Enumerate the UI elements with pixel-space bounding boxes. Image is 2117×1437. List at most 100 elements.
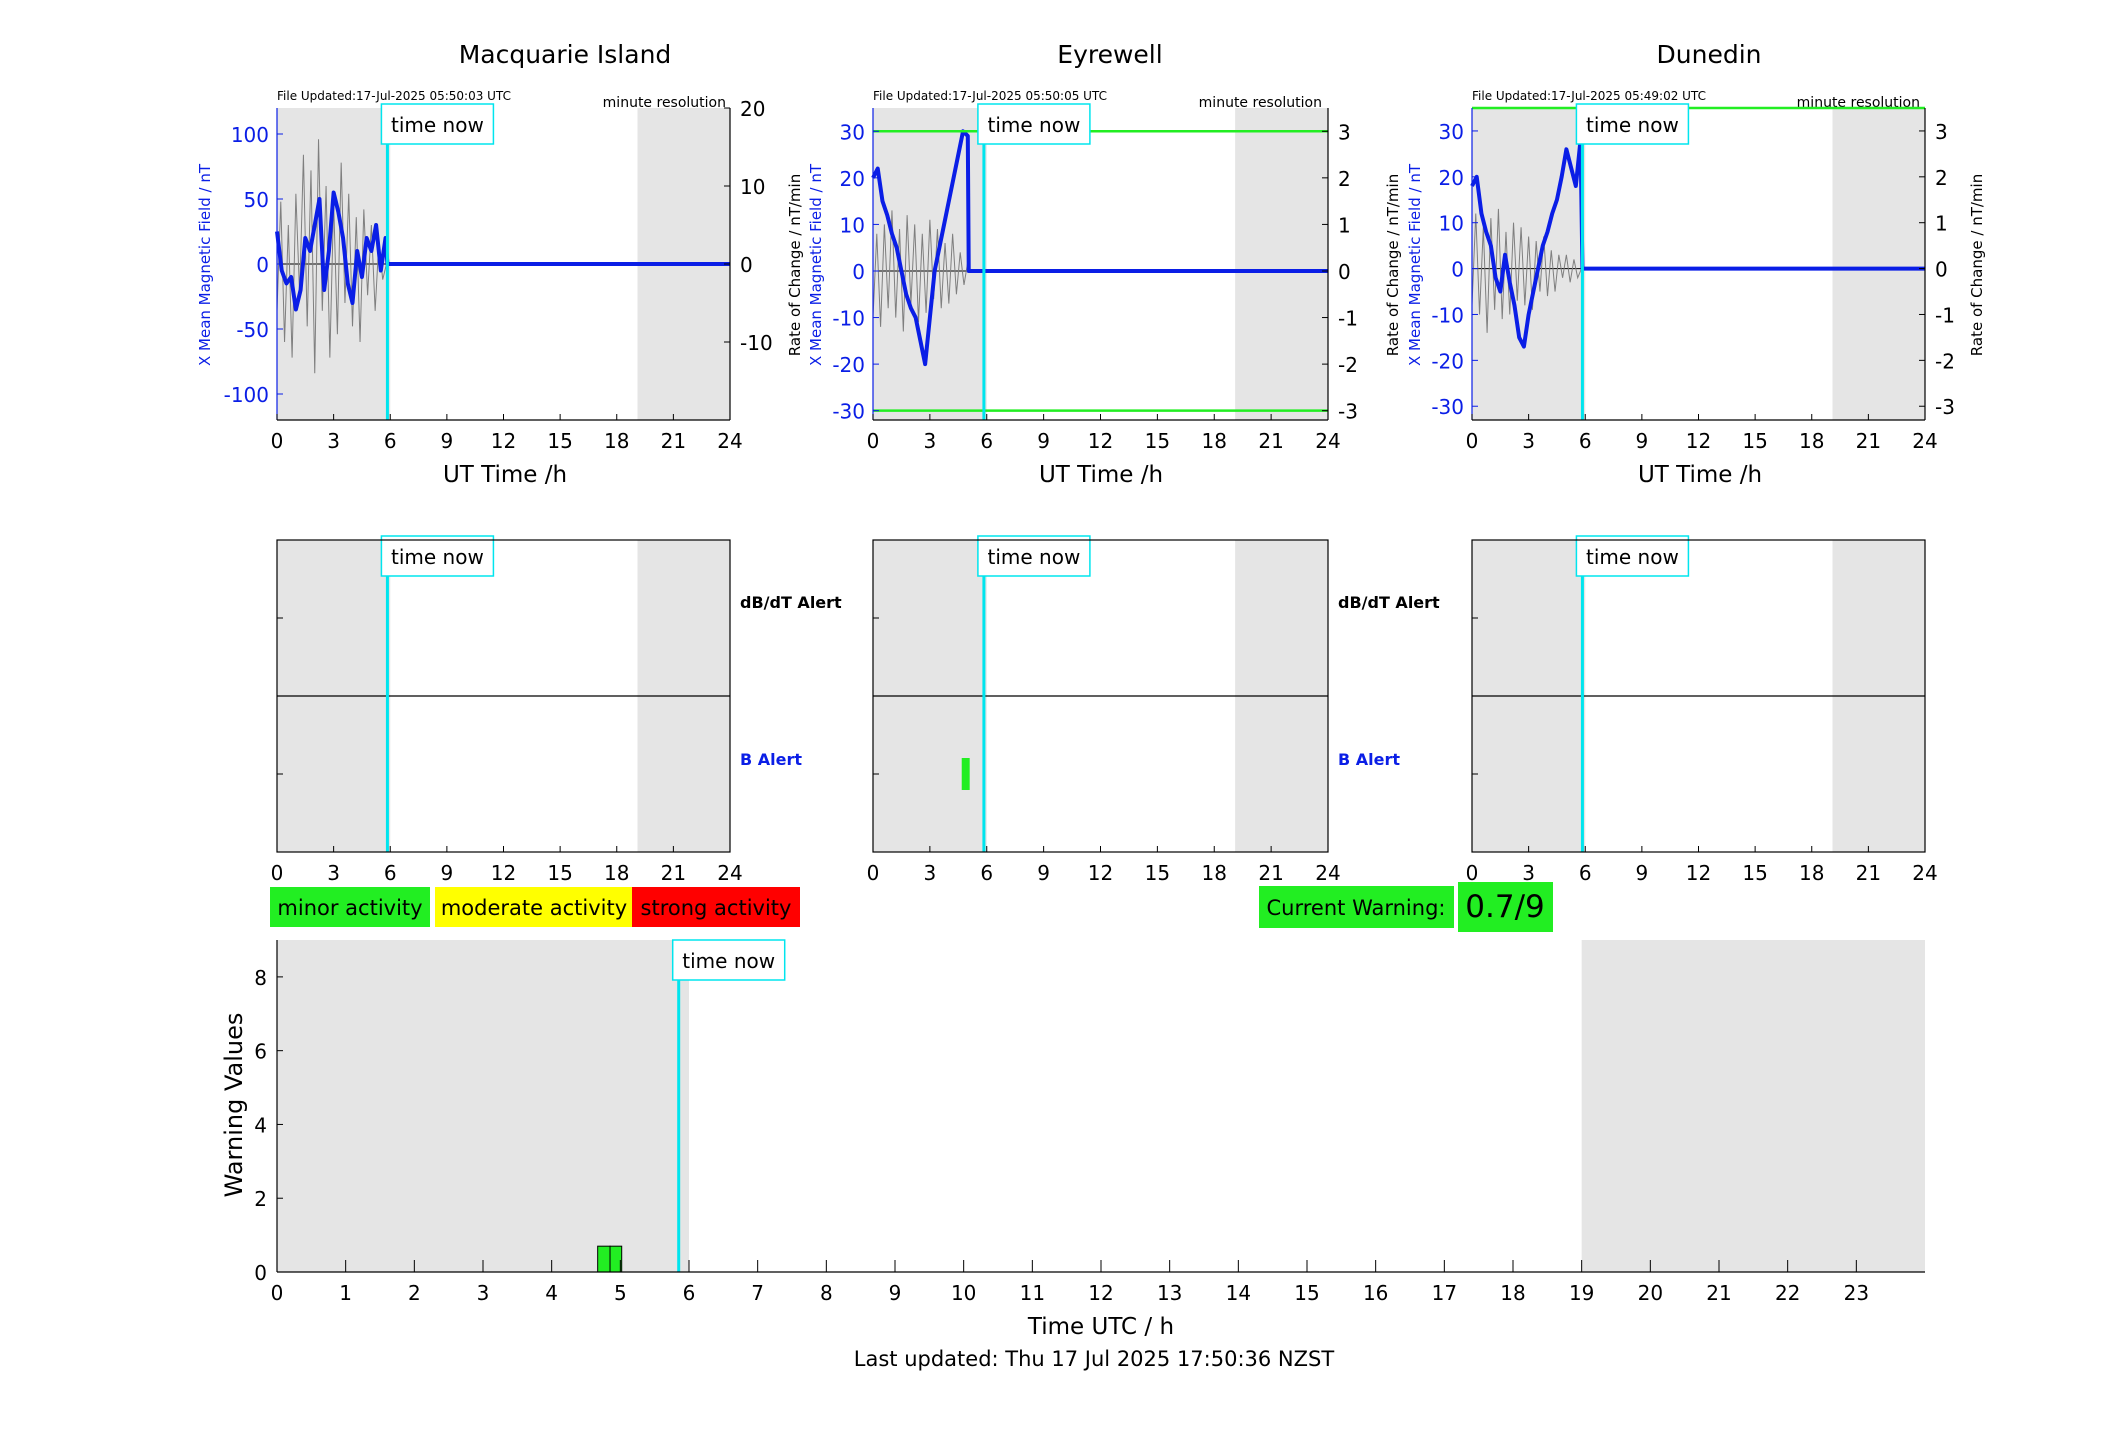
x-tick-label: 18 xyxy=(1799,861,1824,885)
x-tick-label: 0 xyxy=(1466,429,1479,453)
y-tick-label: 50 xyxy=(244,188,269,212)
y-axis-label: X Mean Magnetic Field / nT xyxy=(807,163,825,366)
rate-of-change-line xyxy=(1471,208,1582,333)
x-tick-label: 18 xyxy=(1202,861,1227,885)
x-tick-label: 9 xyxy=(1636,861,1649,885)
y-right-tick-label: 1 xyxy=(1338,213,1351,237)
x-tick-label: 15 xyxy=(1742,861,1767,885)
x-tick-label: 21 xyxy=(1856,429,1881,453)
chart-title: Eyrewell xyxy=(1057,40,1162,69)
y-tick-label: 6 xyxy=(254,1040,267,1064)
x-tick-label: 3 xyxy=(327,429,340,453)
y-axis-right-label: Rate of Change / nT/min xyxy=(1384,174,1402,356)
shaded-region xyxy=(1235,108,1328,420)
x-tick-label: 0 xyxy=(1466,861,1479,885)
x-axis-label: Time UTC / h xyxy=(1027,1314,1174,1340)
y-tick-label: 4 xyxy=(254,1113,267,1137)
x-tick-label: 21 xyxy=(1258,861,1283,885)
x-tick-label: 9 xyxy=(441,429,454,453)
y-tick-label: -50 xyxy=(236,318,269,342)
resolution-label: minute resolution xyxy=(1199,95,1322,111)
alert-panel-dunedin: time now 0 3 6 9 12 15 18 21 24 xyxy=(1466,535,1938,885)
rate-of-change-line xyxy=(872,210,969,332)
y-right-tick-label: 20 xyxy=(740,97,765,121)
x-tick-label: 6 xyxy=(384,429,397,453)
y-tick-label: 10 xyxy=(840,213,865,237)
x-tick-label: 17 xyxy=(1432,1281,1457,1305)
x-tick-label: 3 xyxy=(924,861,937,885)
x-tick-label: 0 xyxy=(271,429,284,453)
y-axis-label: Warning Values xyxy=(220,1013,248,1198)
y-tick-label: 20 xyxy=(840,167,865,191)
time-now-label: time now xyxy=(1586,545,1679,569)
x-tick-label: 15 xyxy=(1145,429,1170,453)
x-tick-label: 4 xyxy=(545,1281,558,1305)
x-tick-label: 0 xyxy=(271,1281,284,1305)
time-now-box xyxy=(1575,103,1690,145)
x-tick-label: 24 xyxy=(1912,861,1937,885)
legend-strong-label: strong activity xyxy=(641,896,792,920)
x-tick-label: 3 xyxy=(924,429,937,453)
x-tick-label: 15 xyxy=(547,429,572,453)
x-tick-label: 24 xyxy=(717,861,742,885)
x-tick-label: 9 xyxy=(441,861,454,885)
x-tick-label: 21 xyxy=(1258,429,1283,453)
x-tick-label: 6 xyxy=(980,861,993,885)
x-tick-label: 21 xyxy=(661,429,686,453)
y-right-tick-label: -2 xyxy=(1338,353,1358,377)
y-right-tick-label: 0 xyxy=(1338,260,1351,284)
time-now-box xyxy=(380,535,495,577)
resolution-label: minute resolution xyxy=(603,95,726,111)
alert-panel-eyrewell: time now 0 3 6 9 12 15 18 21 24 xyxy=(867,535,1341,885)
y-right-tick-label: 2 xyxy=(1338,167,1351,191)
file-updated-label: File Updated:17-Jul-2025 05:50:05 UTC xyxy=(873,89,1107,103)
x-tick-label: 12 xyxy=(491,429,516,453)
chart-title: Dunedin xyxy=(1657,40,1762,69)
y-tick-label: 8 xyxy=(254,966,267,990)
x-tick-label: 24 xyxy=(1315,861,1340,885)
x-tick-label: 9 xyxy=(1037,429,1050,453)
x-tick-label: 13 xyxy=(1157,1281,1182,1305)
y-right-tick-label: -1 xyxy=(1338,307,1358,331)
y-right-tick-label: -3 xyxy=(1935,395,1955,419)
x-axis-label: UT Time /h xyxy=(1039,462,1163,488)
y-tick-label: 30 xyxy=(1439,120,1464,144)
x-tick-label: 5 xyxy=(614,1281,627,1305)
y-right-tick-label: 3 xyxy=(1935,120,1948,144)
rate-of-change-line xyxy=(276,139,387,374)
legend-moderate-swatch xyxy=(435,887,632,927)
x-tick-label: 2 xyxy=(408,1281,421,1305)
chart-eyrewell-field: Eyrewell File Updated:17-Jul-2025 05:50:… xyxy=(786,40,1358,488)
y-tick-label: -10 xyxy=(832,307,865,331)
x-tick-label: 20 xyxy=(1638,1281,1663,1305)
y-tick-label: -100 xyxy=(224,383,269,407)
time-now-box xyxy=(977,103,1091,145)
x-tick-label: 6 xyxy=(1579,861,1592,885)
x-tick-label: 24 xyxy=(1315,429,1340,453)
y-right-tick-label: -2 xyxy=(1935,349,1955,373)
activity-legend: minor activity moderate activity strong … xyxy=(270,887,800,927)
y-axis-right-label: Rate of Change / nT/min xyxy=(786,174,804,356)
time-now-label: time now xyxy=(391,545,484,569)
current-warning-box: Current Warning: 0.7/9 xyxy=(1259,882,1553,932)
time-now-label: time now xyxy=(988,113,1081,137)
alert-panel-macquarie: time now 0 3 6 9 12 15 18 21 24 xyxy=(271,535,743,885)
x-tick-label: 18 xyxy=(604,429,629,453)
legend-minor-label: minor activity xyxy=(277,896,422,920)
x-tick-label: 6 xyxy=(980,429,993,453)
x-tick-label: 10 xyxy=(951,1281,976,1305)
x-tick-label: 15 xyxy=(1742,429,1767,453)
warning-bar xyxy=(597,1245,611,1273)
chart-warning-values: Warning Values Time UTC / h time now 0 2 4 6… xyxy=(220,939,1925,1340)
x-tick-label: 24 xyxy=(717,429,742,453)
file-updated-label: File Updated:17-Jul-2025 05:49:02 UTC xyxy=(1472,89,1706,103)
x-tick-label: 18 xyxy=(1799,429,1824,453)
x-tick-label: 15 xyxy=(1294,1281,1319,1305)
shaded-region xyxy=(1832,108,1925,420)
x-tick-label: 21 xyxy=(1706,1281,1731,1305)
legend-moderate-label: moderate activity xyxy=(441,896,627,920)
shaded-region xyxy=(277,940,689,1272)
chart-macquarie-field: Macquarie Island File Updated:17-Jul-202… xyxy=(196,40,773,488)
legend-minor-swatch xyxy=(270,887,430,927)
